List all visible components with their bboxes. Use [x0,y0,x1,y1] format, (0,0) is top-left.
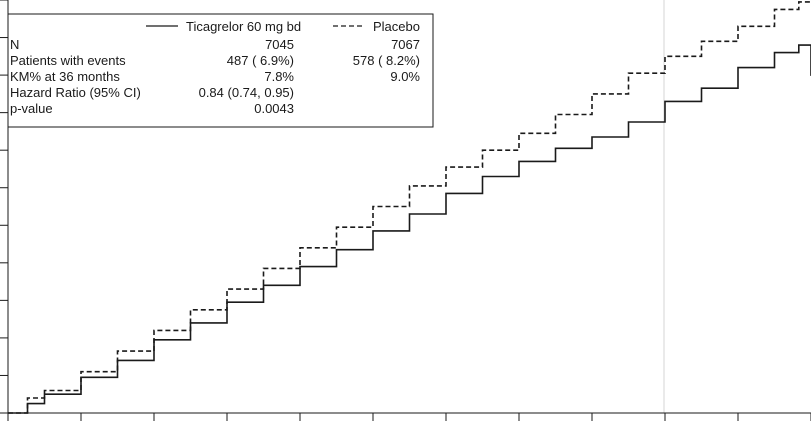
series-layer [8,0,811,414]
legend-label-ticagrelor: Ticagrelor 60 mg bd [186,19,301,34]
stats-row-label: KM% at 36 months [10,69,120,84]
stats-row-placebo-value: 578 ( 8.2%) [353,53,420,68]
stats-row-placebo-value: 7067 [391,37,420,52]
stats-row-ticagrelor-value: 7.8% [264,69,294,84]
stats-row-ticagrelor-value: 487 ( 6.9%) [227,53,294,68]
ticagrelor-km-curve [8,44,811,414]
placebo-km-curve [8,0,811,414]
x-ticks [7,413,811,421]
stats-row-ticagrelor-value: 7045 [265,37,294,52]
stats-row-ticagrelor-value: 0.0043 [254,101,294,116]
stats-row-label: Hazard Ratio (95% CI) [10,85,141,100]
stats-row-label: p-value [10,101,53,116]
legend-label-placebo: Placebo [373,19,420,34]
stats-row-label: Patients with events [10,53,126,68]
stats-row-ticagrelor-value: 0.84 (0.74, 0.95) [199,85,294,100]
stats-row-label: N [10,37,19,52]
stats-row-placebo-value: 9.0% [390,69,420,84]
y-ticks [0,0,8,414]
legend-box-border [7,13,434,128]
legend-box: Ticagrelor 60 mg bd Placebo N 7045 7067 … [7,13,434,128]
